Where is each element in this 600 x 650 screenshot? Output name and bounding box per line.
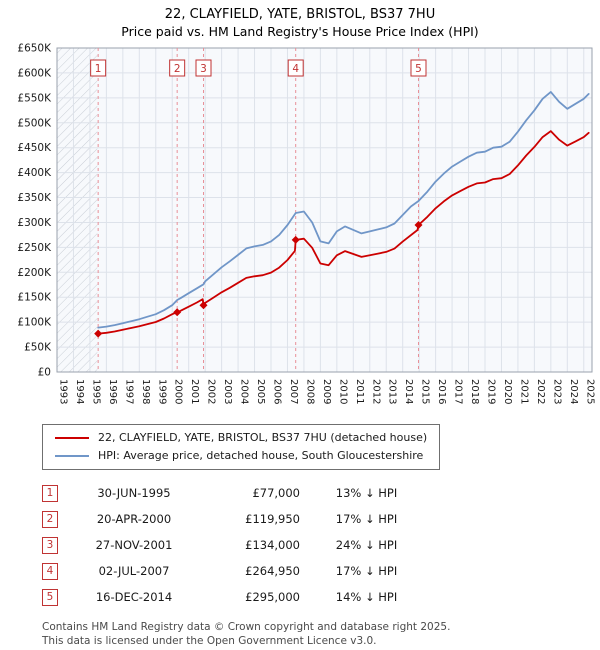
transaction-price: £134,000 xyxy=(245,538,300,553)
legend-swatch-hpi xyxy=(55,454,89,458)
svg-text:2022: 2022 xyxy=(535,379,546,404)
svg-text:2: 2 xyxy=(174,63,181,75)
legend-row-hpi: HPI: Average price, detached house, Sout… xyxy=(55,447,427,465)
svg-text:1996: 1996 xyxy=(107,379,118,404)
legend-swatch-price xyxy=(55,436,89,440)
page-subtitle: Price paid vs. HM Land Registry's House … xyxy=(121,23,479,39)
svg-text:2016: 2016 xyxy=(436,379,447,404)
svg-text:2008: 2008 xyxy=(304,379,315,404)
svg-text:2015: 2015 xyxy=(420,379,431,404)
svg-text:2011: 2011 xyxy=(354,379,365,404)
svg-text:2005: 2005 xyxy=(255,379,266,404)
svg-text:2017: 2017 xyxy=(453,379,464,404)
svg-text:2023: 2023 xyxy=(551,379,562,404)
svg-text:2013: 2013 xyxy=(387,379,398,404)
svg-text:2002: 2002 xyxy=(206,379,217,404)
svg-text:1999: 1999 xyxy=(156,379,167,404)
svg-text:2019: 2019 xyxy=(486,379,497,404)
svg-text:2024: 2024 xyxy=(568,379,579,404)
svg-text:2021: 2021 xyxy=(518,379,529,404)
svg-text:£0: £0 xyxy=(38,367,51,379)
svg-text:£350K: £350K xyxy=(17,192,52,204)
svg-text:2004: 2004 xyxy=(239,379,250,404)
svg-text:1995: 1995 xyxy=(90,379,101,404)
attribution-line-2: This data is licensed under the Open Gov… xyxy=(42,635,377,648)
table-row: 2 20-APR-2000 £119,950 17% ↓ HPI xyxy=(42,506,600,532)
svg-text:£400K: £400K xyxy=(17,167,52,179)
transaction-hpi-diff: 17% ↓ HPI xyxy=(335,512,398,527)
attribution-line-1: Contains HM Land Registry data © Crown c… xyxy=(42,621,451,634)
table-row: 3 27-NOV-2001 £134,000 24% ↓ HPI xyxy=(42,532,600,558)
svg-text:1994: 1994 xyxy=(74,379,85,404)
attribution-footer: Contains HM Land Registry data © Crown c… xyxy=(42,620,600,648)
svg-text:£50K: £50K xyxy=(24,342,52,354)
svg-text:2020: 2020 xyxy=(502,379,513,404)
svg-text:£450K: £450K xyxy=(17,142,52,154)
svg-text:2007: 2007 xyxy=(288,379,299,404)
transaction-price: £119,950 xyxy=(245,512,300,527)
svg-text:£300K: £300K xyxy=(17,217,52,229)
transaction-price: £264,950 xyxy=(245,564,300,579)
svg-text:1993: 1993 xyxy=(58,379,69,404)
svg-text:£650K: £650K xyxy=(17,43,52,55)
chart-header: 22, CLAYFIELD, YATE, BRISTOL, BS37 7HU P… xyxy=(0,0,600,40)
svg-text:2025: 2025 xyxy=(584,379,595,404)
svg-text:2012: 2012 xyxy=(370,379,381,404)
svg-text:£100K: £100K xyxy=(17,317,52,329)
svg-text:5: 5 xyxy=(415,63,422,75)
transaction-hpi-diff: 24% ↓ HPI xyxy=(335,538,398,553)
chart-legend: 22, CLAYFIELD, YATE, BRISTOL, BS37 7HU (… xyxy=(42,424,441,471)
legend-label-hpi: HPI: Average price, detached house, Sout… xyxy=(98,449,424,463)
transaction-date: 02-JUL-2007 xyxy=(98,564,170,579)
transaction-date: 16-DEC-2014 xyxy=(95,590,173,605)
svg-text:1998: 1998 xyxy=(140,379,151,404)
svg-text:1: 1 xyxy=(95,63,102,75)
price-chart: £0 £50K £100K £150K £200K £250K £300K £350K £400… xyxy=(0,42,600,418)
transaction-hpi-diff: 14% ↓ HPI xyxy=(335,590,398,605)
legend-label-price: 22, CLAYFIELD, YATE, BRISTOL, BS37 7HU (… xyxy=(98,431,428,445)
transaction-hpi-diff: 13% ↓ HPI xyxy=(335,486,398,501)
transaction-number-badge: 3 xyxy=(42,536,58,554)
price-chart-svg: £0 £50K £100K £150K £200K £250K £300K £350K £400… xyxy=(17,43,595,405)
transactions-table: 1 30-JUN-1995 £77,000 13% ↓ HPI 2 20-APR… xyxy=(42,480,600,610)
svg-text:2018: 2018 xyxy=(469,379,480,404)
svg-text:£150K: £150K xyxy=(17,292,52,304)
transaction-number-badge: 2 xyxy=(42,510,58,528)
legend-row-price: 22, CLAYFIELD, YATE, BRISTOL, BS37 7HU (… xyxy=(55,429,427,447)
transaction-date: 20-APR-2000 xyxy=(96,512,172,527)
page-title: 22, CLAYFIELD, YATE, BRISTOL, BS37 7HU xyxy=(164,7,436,22)
svg-text:2006: 2006 xyxy=(272,379,283,404)
svg-text:2000: 2000 xyxy=(173,379,184,404)
svg-text:£250K: £250K xyxy=(17,242,52,254)
transaction-number-badge: 4 xyxy=(42,562,58,580)
table-row: 5 16-DEC-2014 £295,000 14% ↓ HPI xyxy=(42,584,600,610)
svg-text:2003: 2003 xyxy=(222,379,233,404)
svg-text:2001: 2001 xyxy=(189,379,200,404)
svg-text:4: 4 xyxy=(292,63,299,75)
svg-text:3: 3 xyxy=(200,63,207,75)
svg-text:£500K: £500K xyxy=(17,117,52,129)
transaction-number-badge: 5 xyxy=(42,588,58,606)
svg-text:£200K: £200K xyxy=(17,267,52,279)
svg-text:£600K: £600K xyxy=(17,68,52,80)
table-row: 1 30-JUN-1995 £77,000 13% ↓ HPI xyxy=(42,480,600,506)
transaction-date: 30-JUN-1995 xyxy=(97,486,171,501)
svg-text:1997: 1997 xyxy=(123,379,134,404)
transaction-number-badge: 1 xyxy=(42,484,58,502)
svg-text:2014: 2014 xyxy=(403,379,414,404)
svg-text:2010: 2010 xyxy=(337,379,348,404)
svg-text:2009: 2009 xyxy=(321,379,332,404)
transaction-price: £295,000 xyxy=(245,590,300,605)
transaction-hpi-diff: 17% ↓ HPI xyxy=(335,564,398,579)
transaction-price: £77,000 xyxy=(252,486,300,501)
svg-text:£550K: £550K xyxy=(17,92,52,104)
transaction-date: 27-NOV-2001 xyxy=(95,538,173,553)
table-row: 4 02-JUL-2007 £264,950 17% ↓ HPI xyxy=(42,558,600,584)
